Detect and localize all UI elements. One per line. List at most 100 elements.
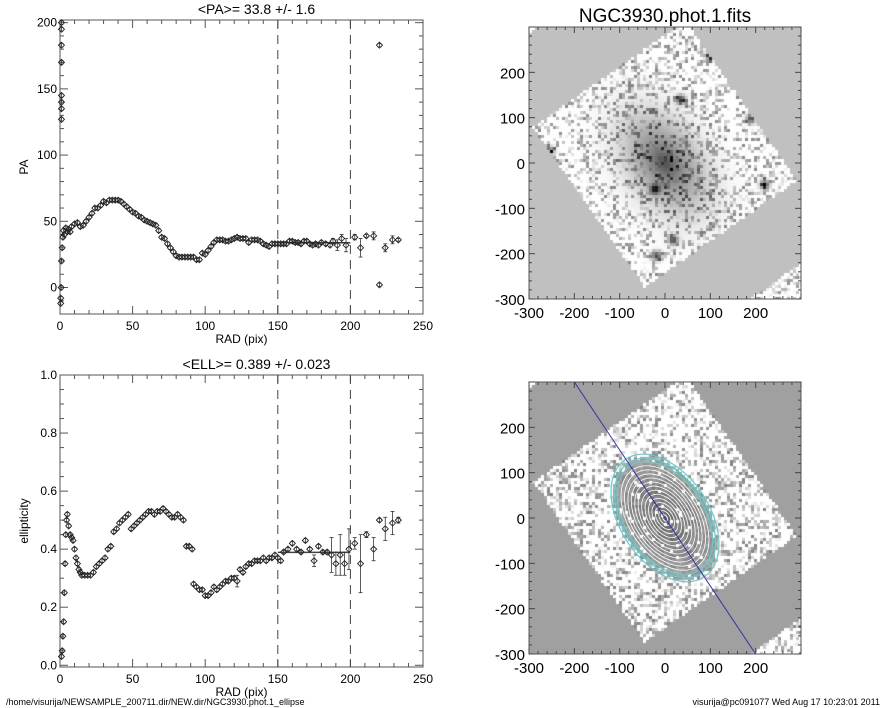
plot-title: <PA>= 33.8 +/- 1.6 [198,1,315,17]
data-point [82,217,90,225]
data-point [323,548,331,556]
data-point [57,115,66,123]
data-point [57,91,66,100]
data-point [375,41,384,49]
data-point [207,589,215,597]
x-tick-label: -100 [605,305,635,322]
x-tick-label: -300 [514,660,544,677]
data-point [57,299,65,308]
data-point [89,568,98,577]
data-point [79,221,87,229]
data-point [108,196,116,204]
data-point [168,513,176,521]
data-point [201,591,209,600]
x-tick-label: 0 [57,672,64,686]
data-point [181,253,189,261]
data-point [317,238,325,247]
position-angle-line [573,382,757,654]
data-point [293,545,301,553]
y-tick-label: 0 [517,511,525,528]
data-point [285,237,294,245]
x-tick-label: 200 [340,672,360,686]
data-point [91,204,99,212]
data-point [394,516,402,524]
data-point [75,565,83,574]
x-tick-label: 0 [57,319,64,333]
pa-vs-radius-plot: <PA>= 33.8 +/- 1.6 0 50 100 150 200 250 0 50 100 1… [17,1,433,346]
data-point [155,226,163,235]
y-tick-label: 100 [500,466,525,483]
data-point [239,568,247,577]
data-point [160,234,169,243]
data-point [57,283,65,292]
data-point [81,571,89,579]
y-tick-label: 0.8 [40,426,57,440]
data-point [297,548,305,556]
data-point [242,234,250,243]
data-point [72,554,80,562]
data-point [381,244,389,252]
data-point [163,240,172,248]
plot-title: <ELL>= 0.389 +/- 0.023 [183,356,331,372]
data-point [245,560,253,568]
data-point [309,241,317,249]
data-point [192,256,201,264]
y-tick-label: 0.2 [40,600,57,614]
data-point [62,516,71,524]
data-point [188,545,196,553]
y-tick-label: -200 [495,247,525,264]
data-point [356,244,365,252]
data-point [306,545,314,553]
plot-frame [59,19,424,315]
footer-stamp: visurija@pc091077 Wed Aug 17 10:23:01 20… [693,697,880,707]
y-tick-label: 150 [37,82,57,96]
data-point [57,25,66,33]
data-point [57,58,66,67]
data-point [70,545,79,553]
data-point [69,536,77,545]
data-point [182,542,190,550]
data-point [152,221,160,229]
data-point [329,237,337,245]
x-tick-label: 250 [413,319,433,333]
data-point [111,196,119,204]
data-point [327,551,336,559]
data-point [61,560,69,568]
x-tick-label: 50 [126,672,140,686]
data-point [207,242,215,251]
data-point [97,201,105,210]
data-point [124,510,132,518]
data-point [239,234,247,243]
data-point [227,574,235,582]
data-point [201,250,209,259]
data-point [342,241,350,249]
data-point [57,41,66,49]
data-point [301,536,310,545]
data-point [57,257,66,265]
image-frame [528,26,802,300]
x-tick-label: 100 [698,305,723,322]
data-point [105,196,114,204]
image-axes-top: NGC3930.phot.1.fits -300 -200 -100 0 100 200 -… [495,6,802,322]
data-point [213,236,221,244]
x-tick-label: 100 [195,319,215,333]
y-tick-label: -100 [495,201,525,218]
data-point [265,554,273,562]
data-point [381,525,389,533]
data-point [60,589,68,597]
data-point [248,236,256,244]
x-tick-label: 100 [698,660,723,677]
data-point [78,571,86,579]
data-point [59,632,67,640]
data-point [101,554,109,562]
data-point [277,240,285,248]
y-tick-label: 0.0 [40,658,57,672]
ellipticity-vs-radius-plot: <ELL>= 0.389 +/- 0.023 0 50 100 150 200 250 0.0… [17,356,433,699]
data-point [83,571,92,579]
data-point [66,531,74,539]
data-point [85,213,93,221]
data-point [369,232,378,240]
data-point [291,238,299,247]
data-point [277,557,285,565]
